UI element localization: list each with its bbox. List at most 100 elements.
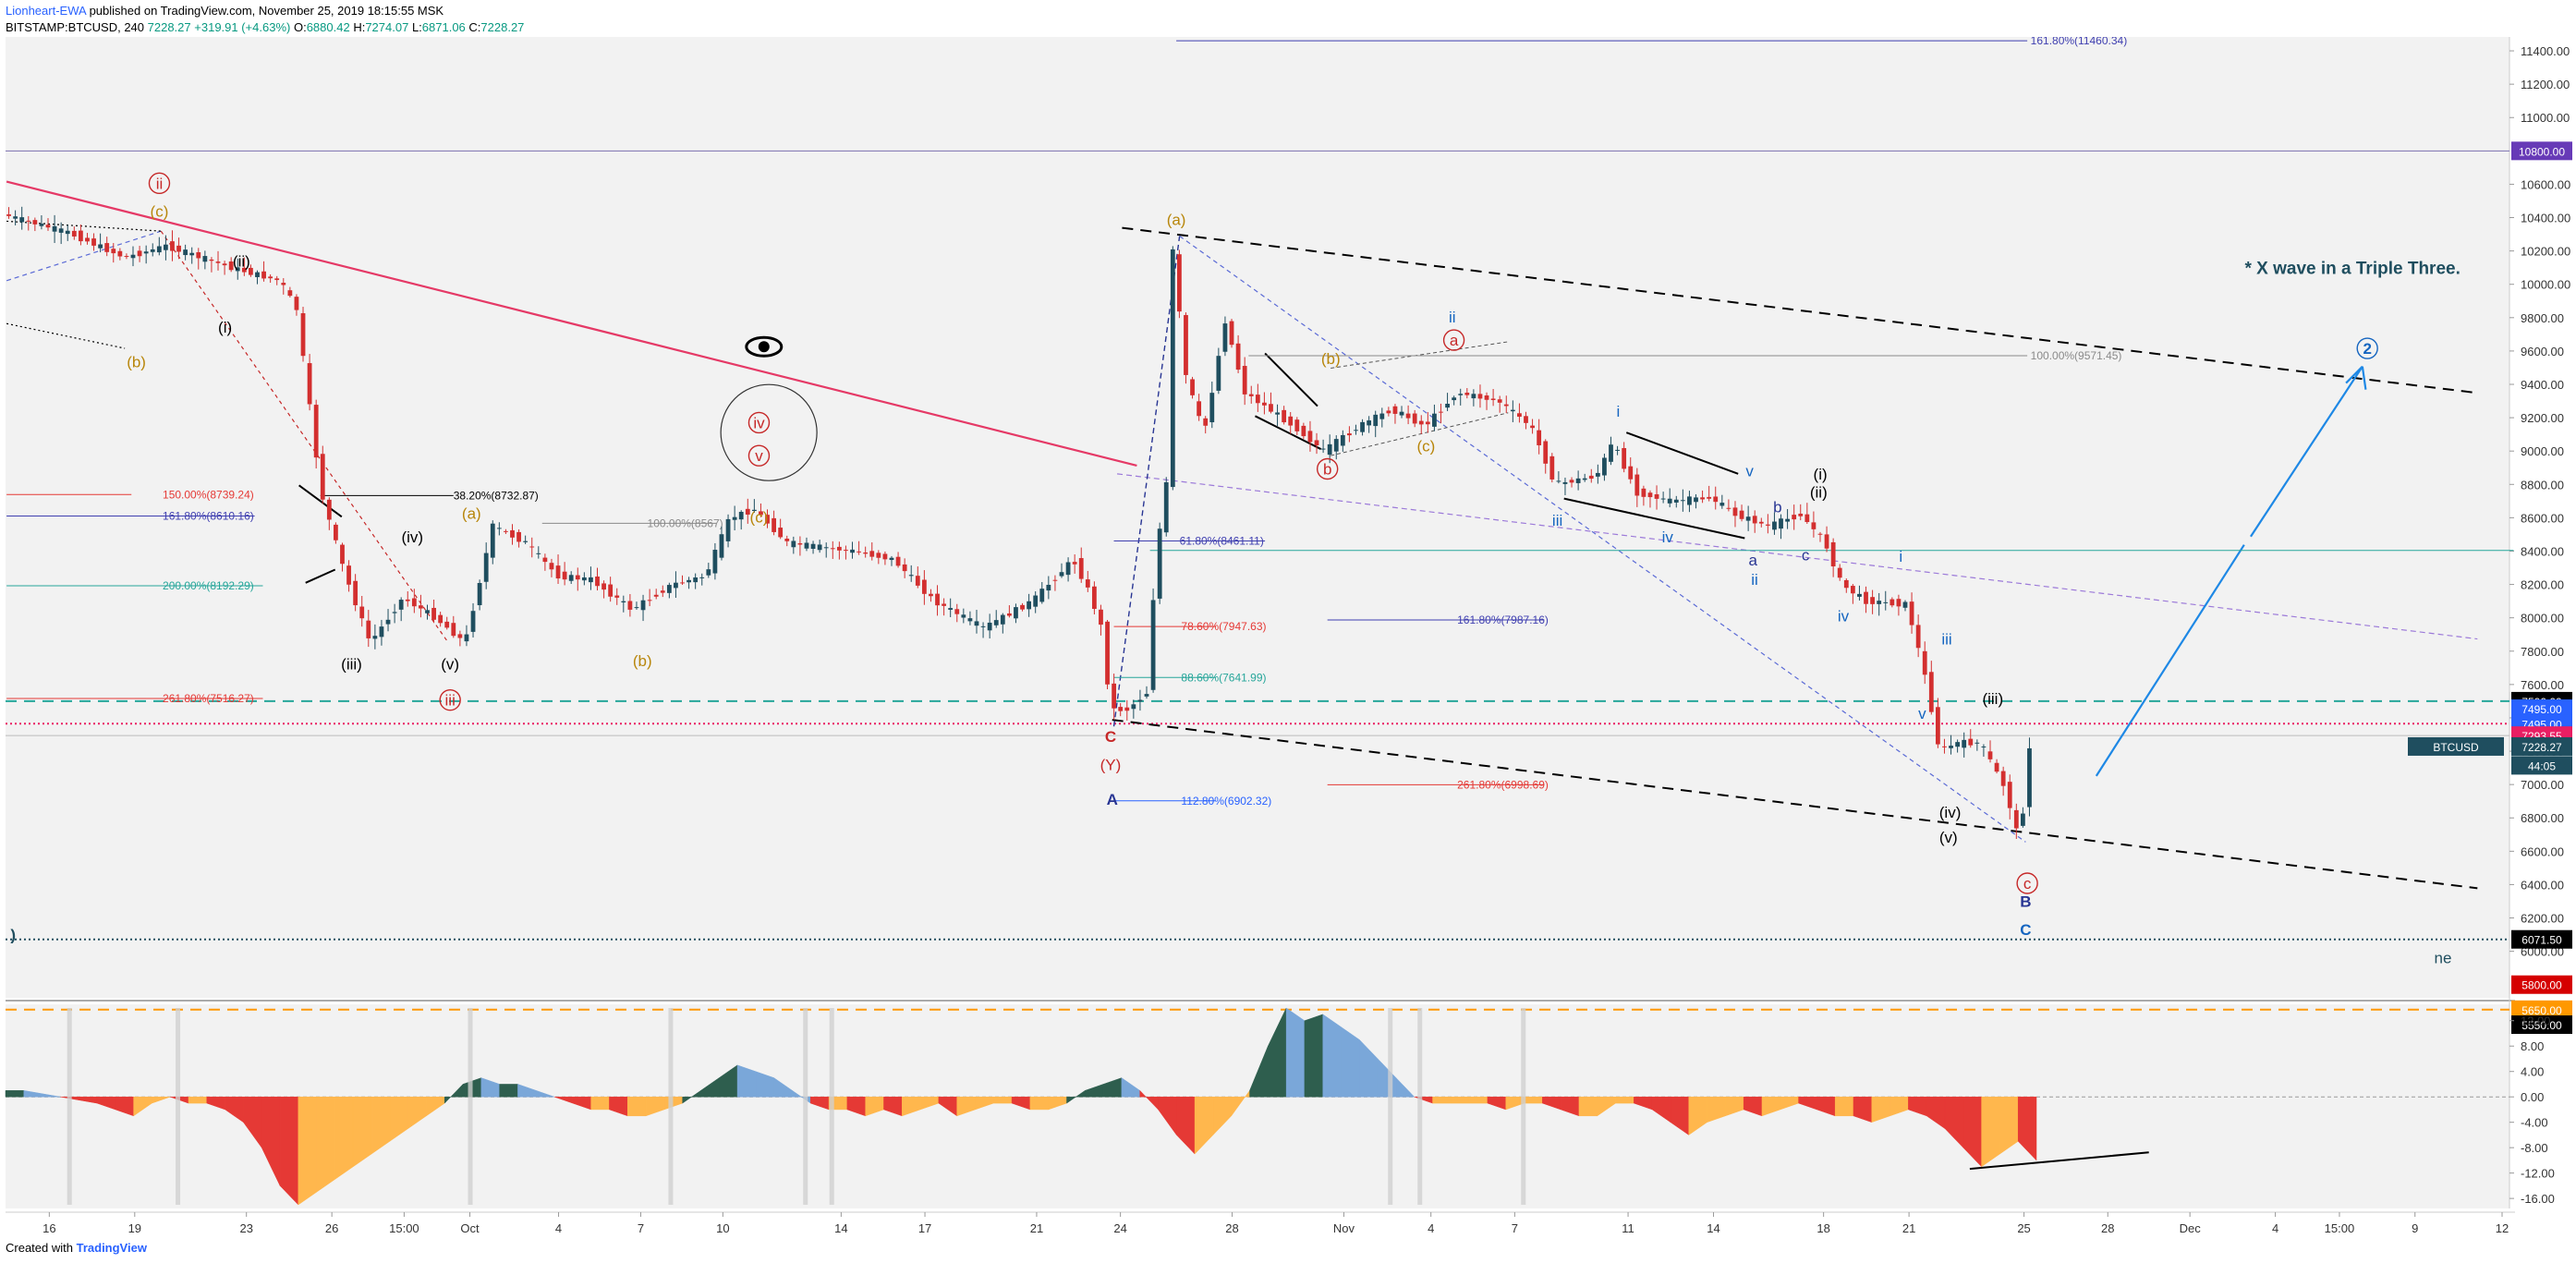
candle-body [52,225,57,232]
candle-body [1170,249,1175,488]
candle-body [889,557,894,561]
candle-body [1157,528,1162,599]
candle-body [19,217,25,223]
wave-label: (v) [1939,829,1958,846]
osc-signal-bar [1388,1008,1393,1205]
time-tick-label: 28 [2101,1221,2114,1235]
osc-segment [316,1096,335,1193]
candle-body [1314,440,1319,445]
candle-body [902,564,907,572]
candle-body [516,531,521,542]
candle-body [85,237,90,242]
candle-body [797,543,803,545]
candle-body [1229,321,1234,346]
candle-body [1595,472,1600,477]
osc-tick-label: -12.00 [2521,1167,2555,1181]
wave-label: (b) [633,652,652,670]
price-label: 5550.00 [2521,1019,2562,1032]
candle-body [1464,392,1470,395]
wedge-line-5 [298,484,343,518]
candle-body [1027,601,1032,610]
candle-body [1588,475,1594,480]
osc-signal-bar [668,1008,674,1205]
time-tick-label: 4 [2272,1221,2278,1235]
candle-body [183,249,188,256]
tradingview-logo[interactable]: TradingView [76,1241,147,1255]
red-dashed-line [160,230,448,641]
price-label-bg [2511,929,2572,949]
candle-body [1622,448,1627,469]
price-tick-label: 10000.00 [2521,278,2570,292]
candle-body [929,593,933,597]
osc-segment [1432,1096,1452,1104]
candle-body [1367,420,1372,426]
candle-body [993,620,999,625]
candle-body [504,530,508,532]
wave-label: iv [1838,608,1850,625]
wave-label: a [1748,552,1757,569]
projection-arrow-2 [2250,366,2363,538]
candle-body [1713,496,1719,503]
candle-body [130,254,136,259]
candle-body [954,609,960,614]
symbol-text: BITSTAMP:BTCUSD, 240 [6,20,145,34]
price-label: 7495.00 [2521,703,2562,716]
wave-label: iv [753,414,765,431]
candle-body [1065,562,1071,576]
candle-body [1477,394,1483,399]
candle-body [1347,433,1352,436]
time-tick-label: 23 [239,1221,252,1235]
fib-level-label: 161.80%(7987.16) [1457,613,1549,626]
time-tick-label: 21 [1902,1221,1915,1235]
candle-body [1320,448,1326,450]
candle-body [745,508,750,515]
candle-body [1242,366,1247,395]
wave-label: ) [10,926,16,943]
wave-label: (a) [1167,212,1186,229]
candle-body [536,553,541,554]
candle-body [674,582,678,589]
price-tick-label: 11200.00 [2521,78,2570,91]
candle-body [1497,399,1502,403]
author-link[interactable]: Lionheart-EWA [6,4,86,18]
wave-label: c [1802,546,1810,564]
candle-body [1543,441,1549,464]
wave-label: (iv) [401,528,423,546]
candle-body [1405,413,1411,419]
candle-body [411,598,417,607]
wave-label: iii [1941,631,1951,649]
candle-body [91,238,96,246]
candle-body [1144,694,1149,697]
candle-body [1503,404,1509,407]
candle-body [1163,482,1169,533]
candle-body [732,516,737,520]
candle-body [942,603,947,606]
candle-body [45,225,51,228]
candle-body [1091,586,1097,609]
price-tick-label: 7600.00 [2521,678,2564,692]
annotation-text: * X wave in a Triple Three. [2244,260,2460,279]
projection-arrowhead [2345,365,2367,390]
price-tick-label: 7800.00 [2521,645,2564,659]
price-label-bg [2511,975,2572,994]
projection-arrow-1 [2095,544,2245,777]
candle-body [1418,420,1424,425]
time-tick-label: 18 [1817,1221,1829,1235]
chart-area[interactable]: 6000.006200.006400.006600.006800.007000.… [0,37,2576,1238]
time-tick-label: 4 [1428,1221,1434,1235]
wave-label: i [1899,548,1902,565]
fib-level-label: 150.00%(8739.24) [163,488,254,501]
candle-body [1288,416,1294,426]
price-label-bg [2511,736,2572,756]
candle-body [1660,498,1666,500]
osc-signal-bar [176,1008,181,1205]
time-tick-label: 17 [918,1221,931,1235]
wave-label: a [1450,332,1459,349]
footer: Created with TradingView [6,1241,147,1255]
candles-group [6,206,2032,840]
candle-body [1582,478,1587,480]
open-label: O: [293,20,307,34]
candle-body [163,244,168,250]
candle-body [562,571,567,580]
wave-label: (ii) [1810,484,1828,502]
